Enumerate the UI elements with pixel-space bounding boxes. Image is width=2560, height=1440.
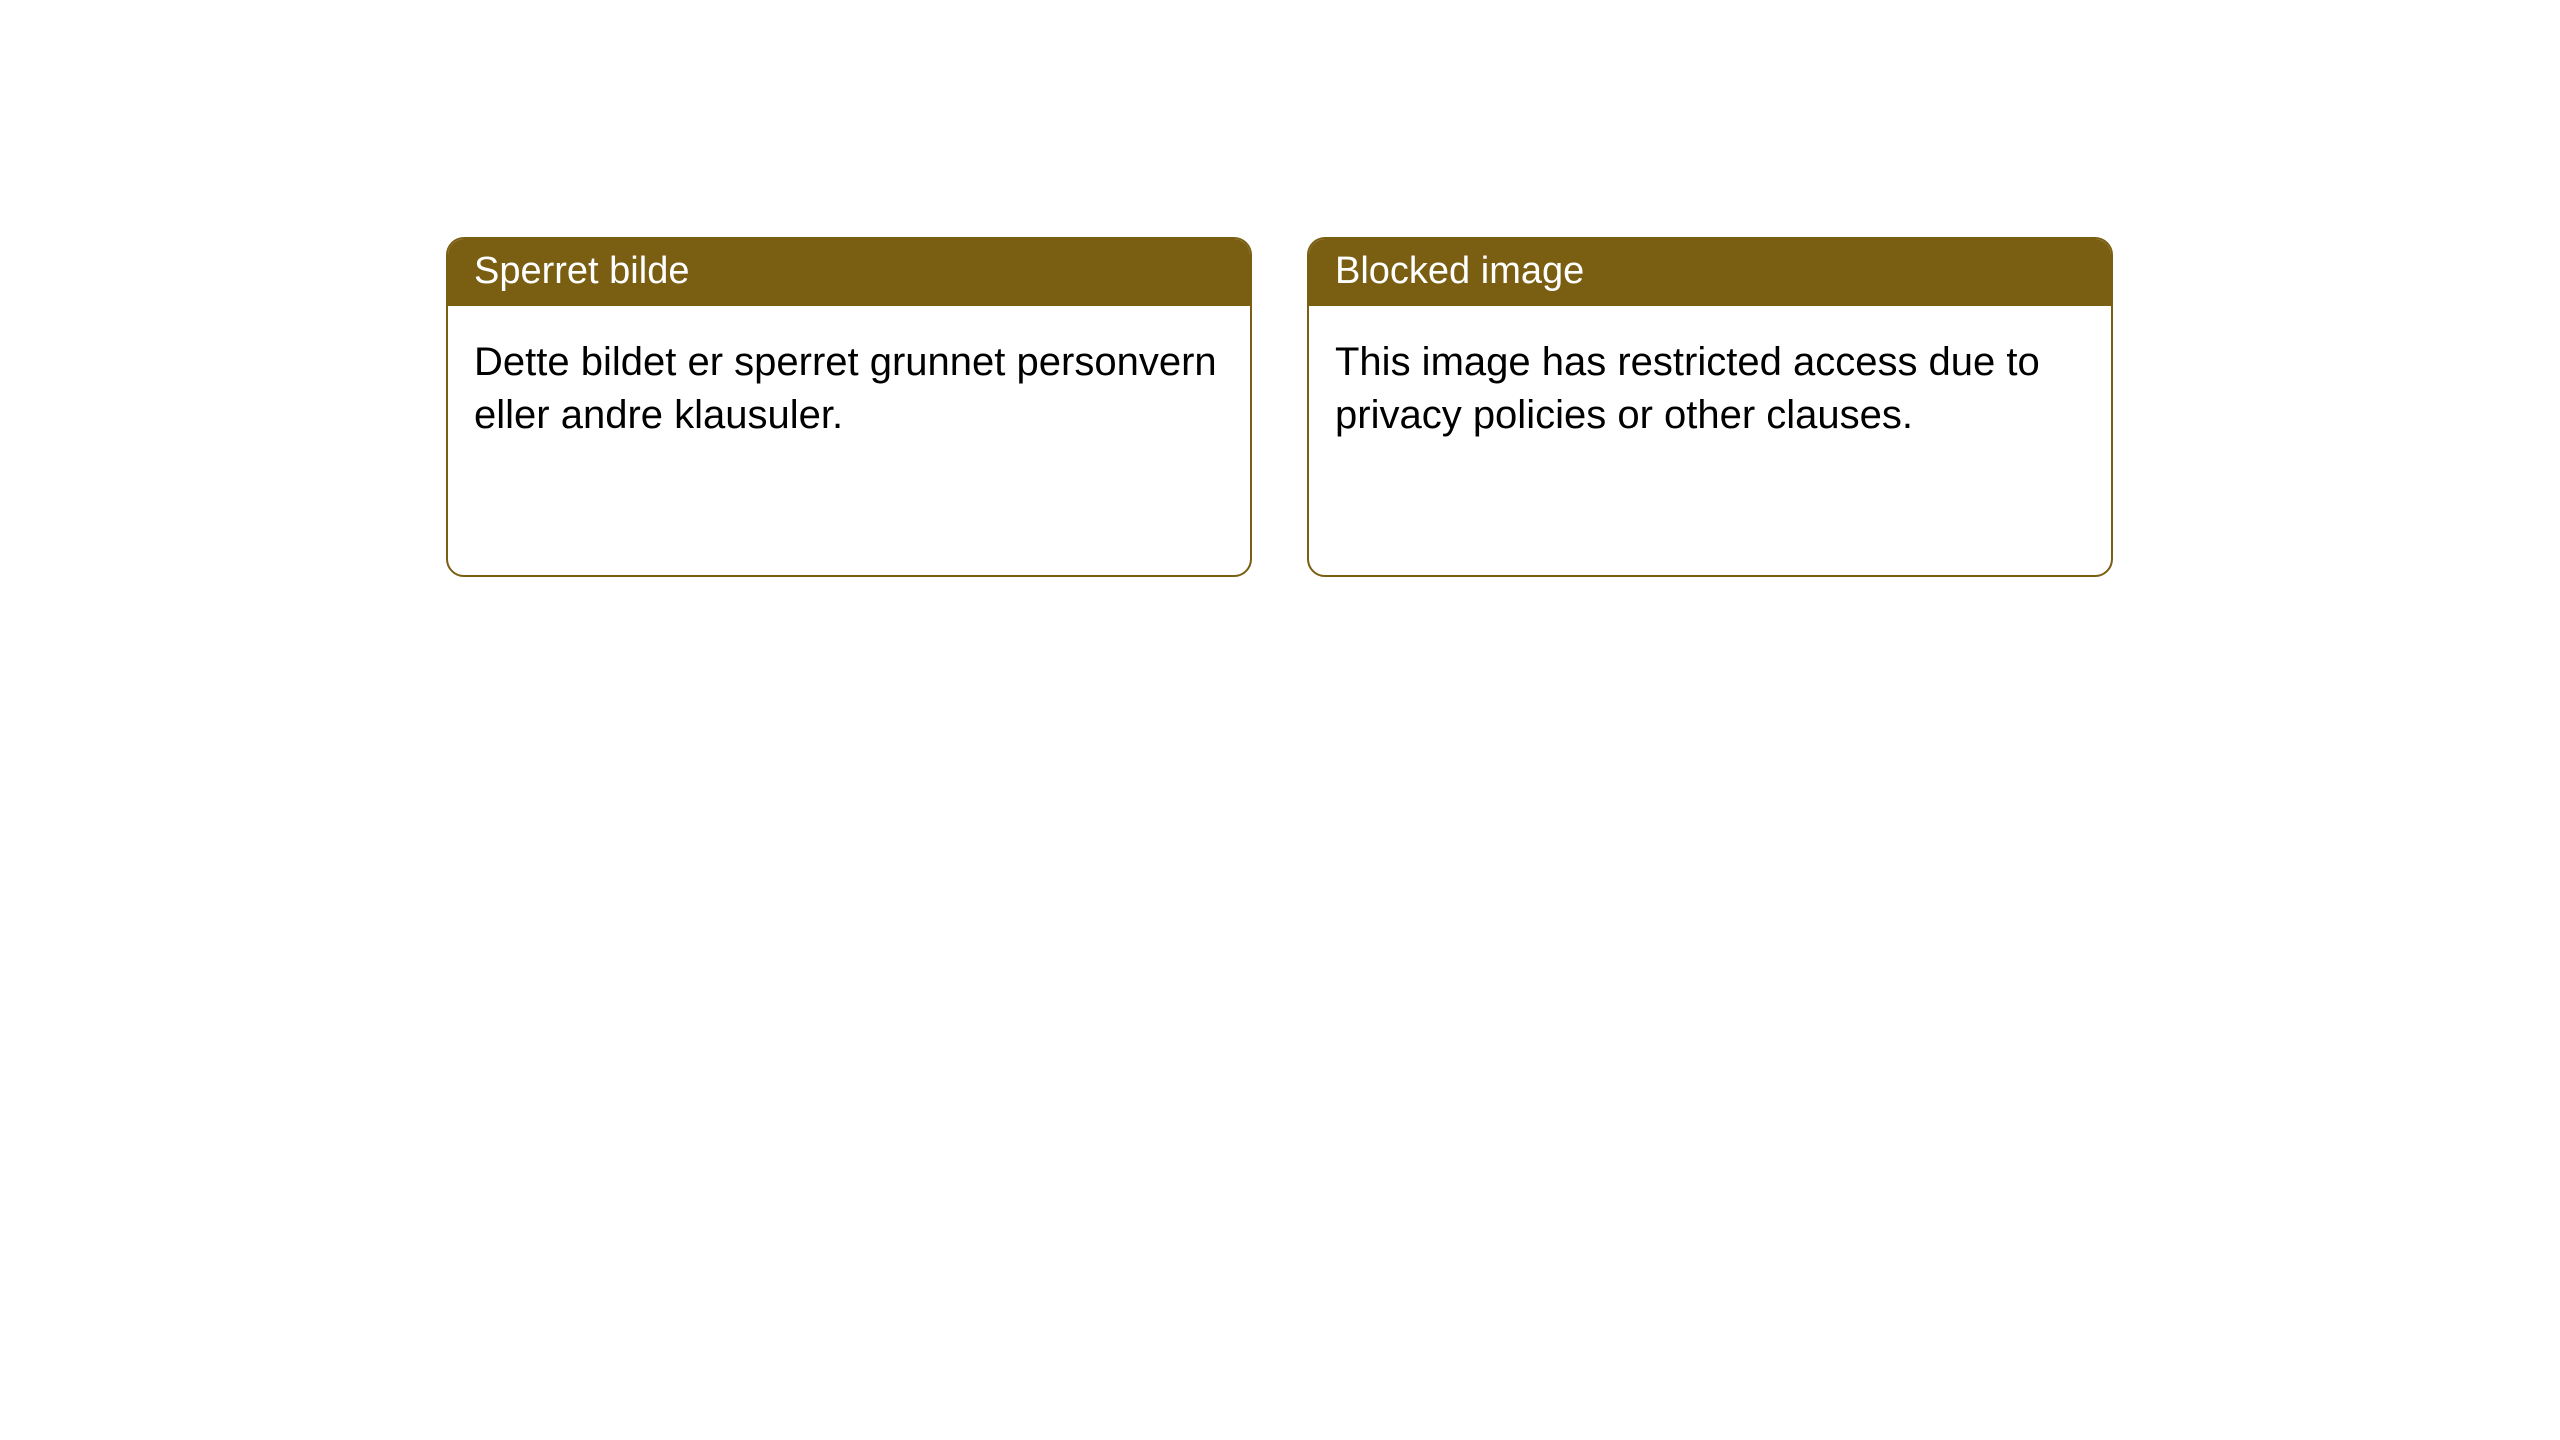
notice-card-norwegian: Sperret bilde Dette bildet er sperret gr… xyxy=(446,237,1252,577)
notice-card-english: Blocked image This image has restricted … xyxy=(1307,237,2113,577)
notice-body-english: This image has restricted access due to … xyxy=(1309,306,2111,472)
notice-title-english: Blocked image xyxy=(1309,239,2111,306)
blocked-image-notices: Sperret bilde Dette bildet er sperret gr… xyxy=(446,237,2113,577)
notice-title-norwegian: Sperret bilde xyxy=(448,239,1250,306)
notice-body-norwegian: Dette bildet er sperret grunnet personve… xyxy=(448,306,1250,472)
